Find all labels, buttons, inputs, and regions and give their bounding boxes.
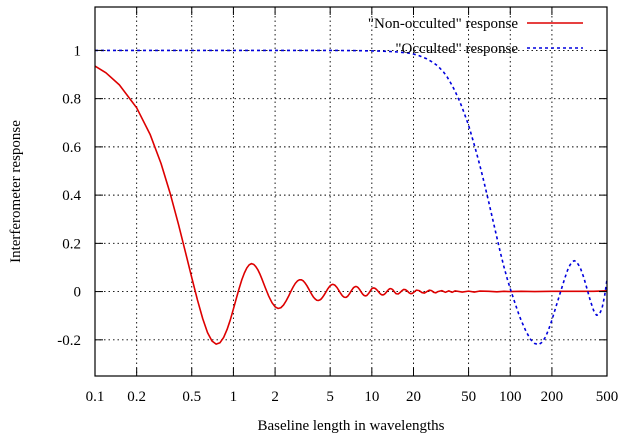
series-line-non-occulted [94,65,608,345]
series-lines [94,49,608,346]
legend-label-occulted: "Occulted" response [395,41,518,57]
x-axis-label: Baseline length in wavelengths [257,418,444,434]
x-tick-label: 0.2 [127,389,146,405]
y-tick-label: -0.2 [57,333,81,349]
y-tick-label: 0 [74,285,82,301]
x-tick-label: 200 [541,389,564,405]
y-axis-label: Interferometer response [8,120,24,263]
grid-lines [95,7,607,376]
y-tick-label: 0.8 [62,92,81,108]
legend: "Non-occulted" response "Occulted" respo… [368,16,583,57]
x-tick-label: 5 [326,389,334,405]
legend-label-non-occulted: "Non-occulted" response [368,16,518,32]
y-tick-label: 0.4 [62,188,81,204]
x-tick-label: 0.1 [86,389,105,405]
x-tick-label: 50 [461,389,476,405]
axis-ticks: 0.1 0.2 0.5 1 2 5 10 20 50 100 200 500 -0.2 0 0.2 0.4 0.… [57,7,618,405]
plot-frame [94,6,608,377]
x-tick-label: 10 [364,389,379,405]
x-tick-label: 20 [406,389,421,405]
x-tick-label: 0.5 [182,389,201,405]
x-tick-label: 2 [271,389,279,405]
series-line-occulted [95,49,608,346]
x-tick-label: 1 [230,389,238,405]
x-tick-label: 500 [596,389,619,405]
y-tick-label: 1 [74,43,82,59]
x-tick-label: 100 [499,389,522,405]
y-tick-label: 0.6 [62,140,81,156]
y-tick-label: 0.2 [62,236,81,252]
